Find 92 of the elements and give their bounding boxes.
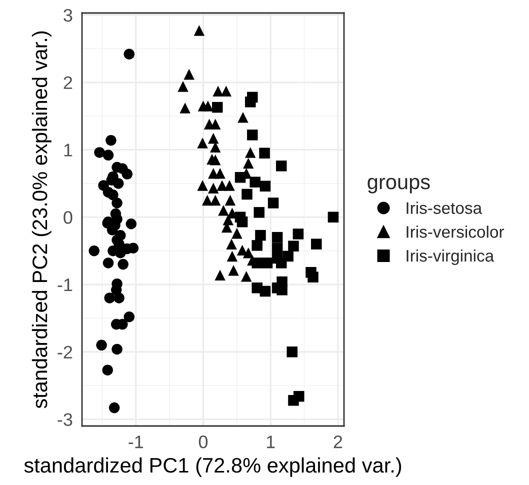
point bbox=[210, 194, 221, 206]
point bbox=[308, 272, 318, 282]
point bbox=[194, 25, 205, 36]
point bbox=[224, 180, 235, 191]
point bbox=[328, 212, 339, 223]
point bbox=[88, 245, 100, 256]
point bbox=[276, 258, 287, 268]
point bbox=[214, 270, 226, 280]
point bbox=[212, 102, 223, 113]
point bbox=[118, 258, 128, 270]
point bbox=[245, 147, 256, 158]
x-axis-title: standardized PC1 (72.8% explained var.) bbox=[24, 457, 402, 477]
point bbox=[286, 346, 298, 358]
point bbox=[96, 340, 107, 351]
point bbox=[124, 311, 135, 322]
point bbox=[272, 242, 283, 254]
y-tick-label: 2 bbox=[64, 76, 72, 89]
point bbox=[234, 172, 246, 183]
point bbox=[212, 86, 224, 97]
point bbox=[292, 228, 304, 240]
point bbox=[124, 48, 135, 60]
point bbox=[94, 147, 105, 158]
point bbox=[197, 180, 208, 191]
point bbox=[114, 238, 124, 250]
point bbox=[214, 168, 226, 179]
point bbox=[126, 218, 137, 230]
point bbox=[208, 182, 219, 194]
point bbox=[228, 264, 239, 276]
point bbox=[254, 207, 265, 218]
point bbox=[218, 205, 229, 216]
point bbox=[102, 258, 114, 268]
point bbox=[268, 198, 279, 208]
point bbox=[236, 216, 248, 228]
y-tick-label: -3 bbox=[58, 413, 72, 426]
x-tick-label: -1 bbox=[128, 436, 144, 448]
point bbox=[252, 258, 262, 268]
point bbox=[112, 344, 122, 355]
point bbox=[242, 188, 252, 200]
point bbox=[220, 86, 232, 97]
point bbox=[202, 100, 214, 112]
point bbox=[104, 292, 115, 304]
point bbox=[250, 176, 260, 188]
point bbox=[247, 130, 258, 140]
point bbox=[293, 390, 304, 402]
point bbox=[122, 168, 133, 180]
point bbox=[255, 230, 266, 241]
point bbox=[276, 284, 288, 296]
point bbox=[106, 134, 116, 146]
legend-label: Iris-versicolor bbox=[406, 226, 504, 238]
point bbox=[238, 112, 248, 123]
point bbox=[224, 194, 236, 206]
point bbox=[311, 238, 322, 250]
point bbox=[232, 228, 242, 239]
x-tick-label: 1 bbox=[266, 436, 275, 448]
point bbox=[112, 198, 122, 208]
point bbox=[102, 364, 113, 376]
point bbox=[197, 138, 208, 148]
legend-label: Iris-setosa bbox=[406, 202, 482, 214]
legend-label: Iris-virginica bbox=[406, 249, 494, 266]
legend-title: groups bbox=[368, 178, 430, 194]
point bbox=[240, 271, 252, 282]
x-tick-label: 0 bbox=[198, 436, 208, 448]
point bbox=[226, 238, 237, 250]
point bbox=[184, 68, 194, 80]
y-axis-title: standardized PC2 (23.0% explained var.) bbox=[32, 31, 52, 408]
y-tick-label: 0 bbox=[64, 211, 72, 224]
point bbox=[178, 81, 188, 92]
point bbox=[102, 150, 114, 161]
point bbox=[252, 240, 262, 251]
point bbox=[180, 102, 190, 114]
point bbox=[202, 194, 213, 206]
point bbox=[108, 190, 118, 200]
point bbox=[110, 208, 122, 220]
point bbox=[208, 132, 219, 144]
point bbox=[262, 258, 273, 268]
point bbox=[114, 292, 124, 304]
point bbox=[245, 96, 256, 108]
point bbox=[108, 402, 120, 414]
point bbox=[260, 180, 271, 192]
y-tick-label: 3 bbox=[64, 8, 72, 22]
point bbox=[210, 154, 221, 166]
y-tick-label: 1 bbox=[64, 144, 72, 156]
point bbox=[288, 240, 299, 252]
y-tick-label: -1 bbox=[58, 278, 72, 292]
point bbox=[242, 158, 254, 169]
point bbox=[260, 286, 271, 297]
point bbox=[226, 250, 238, 262]
point bbox=[272, 232, 283, 243]
point bbox=[259, 148, 270, 159]
x-tick-label: 2 bbox=[334, 436, 342, 448]
point bbox=[276, 160, 287, 172]
y-tick-label: -2 bbox=[58, 346, 72, 358]
